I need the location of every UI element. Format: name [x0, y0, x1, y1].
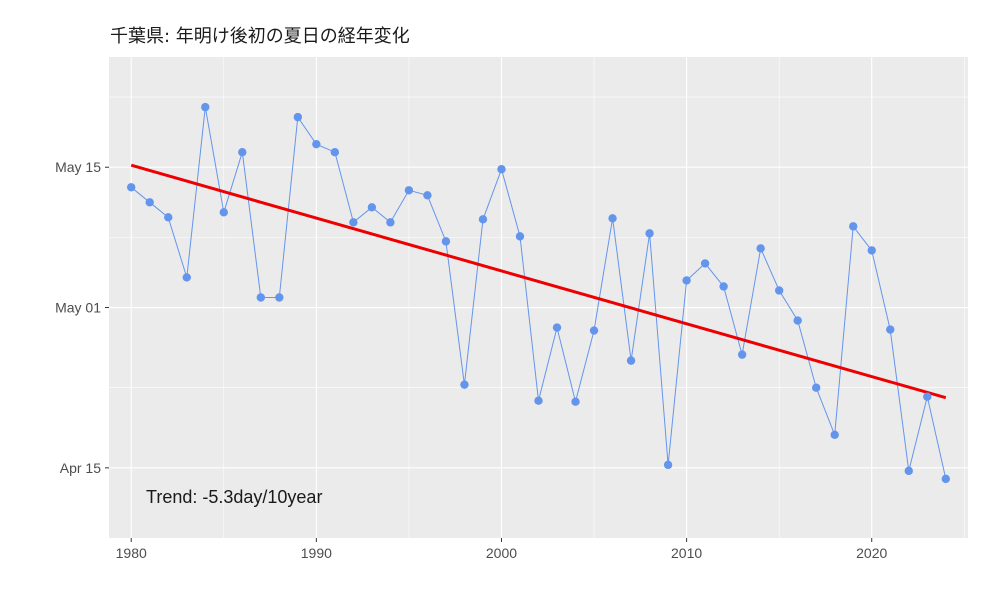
data-point — [312, 139, 321, 149]
data-point — [293, 112, 303, 122]
x-tick-label: 1990 — [301, 545, 332, 561]
data-point — [756, 244, 765, 253]
data-point — [386, 218, 395, 227]
data-point — [571, 397, 580, 406]
y-tick-label: May 15 — [55, 159, 101, 175]
data-point — [849, 222, 858, 231]
data-point — [867, 246, 876, 255]
data-point — [774, 286, 784, 295]
data-point — [663, 460, 673, 470]
y-tick-label: Apr 15 — [60, 460, 101, 476]
data-point — [164, 213, 173, 222]
data-point — [534, 396, 543, 405]
data-point — [904, 466, 913, 476]
x-tick-label: 2010 — [671, 545, 702, 561]
chart-title: 千葉県: 年明け後初の夏日の経年変化 — [110, 26, 410, 47]
data-point — [182, 273, 191, 282]
x-tick-label: 1980 — [116, 545, 147, 561]
data-point — [589, 326, 599, 335]
trend-line — [130, 163, 947, 400]
data-point — [793, 316, 802, 325]
data-point — [441, 237, 451, 246]
data-point — [275, 293, 284, 302]
y-tick-label: May 01 — [55, 300, 101, 316]
series-layer — [127, 102, 950, 484]
data-point — [626, 356, 636, 365]
x-tick-label: 2020 — [856, 545, 887, 561]
trend-annotation: Trend: -5.3day/10year — [146, 487, 322, 507]
y-axis: May 15 May 01 Apr 15 — [55, 159, 109, 476]
data-point — [552, 323, 562, 332]
data-point — [886, 325, 895, 334]
data-point — [367, 203, 377, 212]
data-point — [515, 232, 525, 241]
data-point — [201, 102, 210, 112]
data-point — [497, 165, 506, 174]
data-point — [608, 214, 617, 223]
data-point — [811, 383, 821, 392]
data-point — [238, 147, 247, 157]
data-point — [830, 430, 839, 439]
x-tick-label: 2000 — [486, 545, 517, 561]
x-axis: 1980 1990 2000 2010 2020 — [116, 538, 888, 561]
data-point — [478, 215, 488, 224]
data-point — [330, 147, 340, 157]
data-point — [719, 282, 728, 291]
data-point — [645, 229, 654, 238]
data-point — [700, 259, 710, 268]
data-point — [127, 183, 136, 192]
data-point — [923, 392, 932, 401]
data-point — [404, 186, 414, 195]
data-point — [256, 293, 266, 302]
data-point — [460, 380, 469, 389]
data-point — [941, 474, 950, 484]
data-point — [219, 208, 228, 217]
grid-minor — [109, 57, 968, 538]
data-point — [682, 276, 691, 285]
grid-major — [109, 57, 968, 538]
data-point — [423, 191, 432, 200]
data-point — [737, 350, 747, 359]
data-point — [145, 198, 154, 207]
data-point — [349, 218, 358, 227]
plot-panel — [109, 57, 968, 538]
